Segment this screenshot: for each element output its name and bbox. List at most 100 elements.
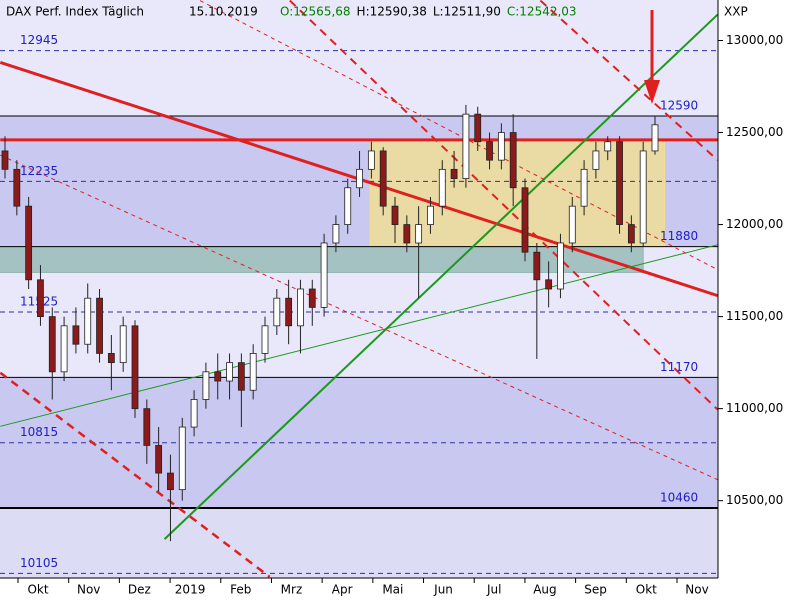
candle-body <box>427 205 434 225</box>
ohlc-label: O:12565,68 <box>280 5 351 19</box>
trendline <box>539 0 719 161</box>
candle-body <box>391 205 399 225</box>
ohlc-label: C:12542,03 <box>507 5 577 19</box>
candle-body <box>557 242 564 290</box>
candle-body <box>84 297 92 345</box>
axis-title: XXP <box>724 5 748 19</box>
level-label: 12590 <box>660 98 698 112</box>
candle-body <box>509 132 517 189</box>
candle-body <box>308 288 316 308</box>
candle-body <box>474 113 482 143</box>
y-tick-label: 12000,00 <box>726 217 783 231</box>
candle-body <box>37 279 44 318</box>
candle-body <box>344 187 352 225</box>
candle-body <box>249 353 257 391</box>
x-tick-label: 2019 <box>175 583 206 597</box>
level-label: 12945 <box>20 33 58 47</box>
trendline <box>0 154 718 481</box>
candle-body <box>332 224 340 244</box>
candle-body <box>285 297 293 327</box>
candle-body <box>320 242 328 308</box>
candle-body <box>592 150 600 170</box>
candle-body <box>627 224 635 244</box>
x-tick-label: Apr <box>332 583 353 597</box>
level-label: 12235 <box>20 164 58 178</box>
candle-body <box>639 150 647 244</box>
candle-body <box>450 168 458 179</box>
x-tick-label: Jul <box>486 583 501 597</box>
candle-body <box>356 168 363 189</box>
level-label: 11880 <box>660 229 698 243</box>
y-tick-label: 11500,00 <box>726 309 783 323</box>
candle-body <box>25 205 33 281</box>
x-tick-label: Nov <box>77 583 100 597</box>
candle-body <box>568 205 576 244</box>
candle-body <box>273 297 281 327</box>
x-tick-label: Sep <box>584 583 607 597</box>
trendline <box>0 244 718 427</box>
candle-body <box>545 279 553 290</box>
y-tick-label: 10500,00 <box>726 493 783 507</box>
plot: 1294512590122351188011525111701081510460… <box>0 0 719 578</box>
ohlc-label: L:12511,90 <box>433 5 501 19</box>
x-tick-label: Okt <box>27 583 48 597</box>
candle-body <box>119 325 127 364</box>
candle-body <box>96 297 103 354</box>
x-tick-label: Mai <box>382 583 403 597</box>
candle-body <box>403 224 411 244</box>
candle-body <box>167 472 174 491</box>
x-tick-label: Dez <box>128 583 151 597</box>
x-tick-label: Okt <box>636 583 657 597</box>
candle-body <box>438 168 446 207</box>
candle-body <box>107 353 115 364</box>
x-tick-label: Feb <box>230 583 251 597</box>
candle-body <box>379 150 387 207</box>
candle-body <box>521 187 529 253</box>
level-label: 10460 <box>660 491 698 505</box>
chart-title: DAX Perf. Index Täglich <box>6 5 144 19</box>
candle-body <box>580 168 588 207</box>
candle-body <box>48 316 56 373</box>
candle-body <box>202 371 210 400</box>
candle-body <box>60 325 68 373</box>
trendline <box>163 13 719 540</box>
candle-body <box>651 124 659 152</box>
candle-body <box>533 251 541 281</box>
y-tick-label: 11000,00 <box>726 401 783 415</box>
candle-body <box>143 408 151 446</box>
x-tick-label: Aug <box>533 583 556 597</box>
level-label: 10815 <box>20 425 58 439</box>
y-tick-label: 12500,00 <box>726 125 783 139</box>
candle-body <box>178 426 186 491</box>
candle-body <box>486 141 493 161</box>
candle-body <box>367 150 375 170</box>
arrow-head <box>644 80 660 104</box>
x-tick-label: Nov <box>685 583 708 597</box>
candle-body <box>131 325 139 410</box>
candle-body <box>214 371 222 382</box>
candle-body <box>155 445 163 474</box>
candle-body <box>261 325 269 354</box>
candle-body <box>237 362 245 391</box>
candle-body <box>616 141 623 225</box>
level-label: 10105 <box>20 556 58 570</box>
candle-body <box>1 150 9 170</box>
candle-body <box>226 362 233 382</box>
band <box>0 0 718 116</box>
band <box>0 377 718 509</box>
candle-body <box>415 224 423 244</box>
candle-body <box>190 399 198 428</box>
date: 15.10.2019 <box>189 5 258 19</box>
candle-body <box>13 168 21 207</box>
x-tick-label: Mrz <box>281 583 303 597</box>
x-tick-label: Jun <box>433 583 453 597</box>
y-tick-label: 13000,00 <box>726 33 783 47</box>
ohlc-label: H:12590,38 <box>357 5 427 19</box>
trendline <box>199 0 718 271</box>
candle-body <box>72 325 80 345</box>
trendline <box>0 371 271 578</box>
candle-body <box>462 113 470 179</box>
candle-body <box>297 288 304 327</box>
candle-body <box>497 132 505 161</box>
